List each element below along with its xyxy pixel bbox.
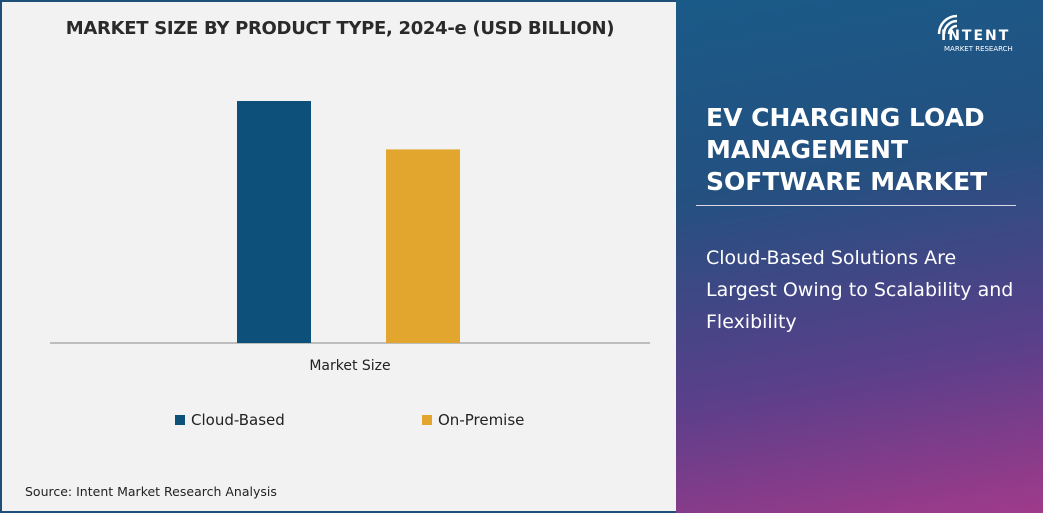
market-title: EV CHARGING LOAD MANAGEMENT SOFTWARE MAR… <box>706 103 988 196</box>
logo-tagline: MARKET RESEARCH <box>944 45 1013 53</box>
legend-item-cloud-based: Cloud-Based <box>175 411 285 429</box>
logo-signal-icon <box>937 14 958 35</box>
chart-title: MARKET SIZE BY PRODUCT TYPE, 2024-e (USD… <box>65 18 615 39</box>
legend-label: On-Premise <box>438 411 525 429</box>
legend-swatch <box>422 415 432 425</box>
source-note: Source: Intent Market Research Analysis <box>25 484 277 499</box>
divider <box>696 205 1016 206</box>
bar-on-premise <box>386 149 460 343</box>
bar-chart <box>50 101 650 344</box>
legend-label: Cloud-Based <box>191 411 285 429</box>
market-subtitle: Cloud-Based Solutions Are Largest Owing … <box>706 247 1014 333</box>
bar-cloud-based <box>237 101 311 343</box>
logo: INTENT <box>941 28 1011 44</box>
x-axis-label: Market Size <box>309 358 391 374</box>
legend-swatch <box>175 415 185 425</box>
chart-panel <box>0 0 680 513</box>
info-panel: INTENT MARKET RESEARCH EV CHARGING LOAD … <box>676 0 1043 513</box>
legend-item-on-premise: On-Premise <box>422 411 524 429</box>
